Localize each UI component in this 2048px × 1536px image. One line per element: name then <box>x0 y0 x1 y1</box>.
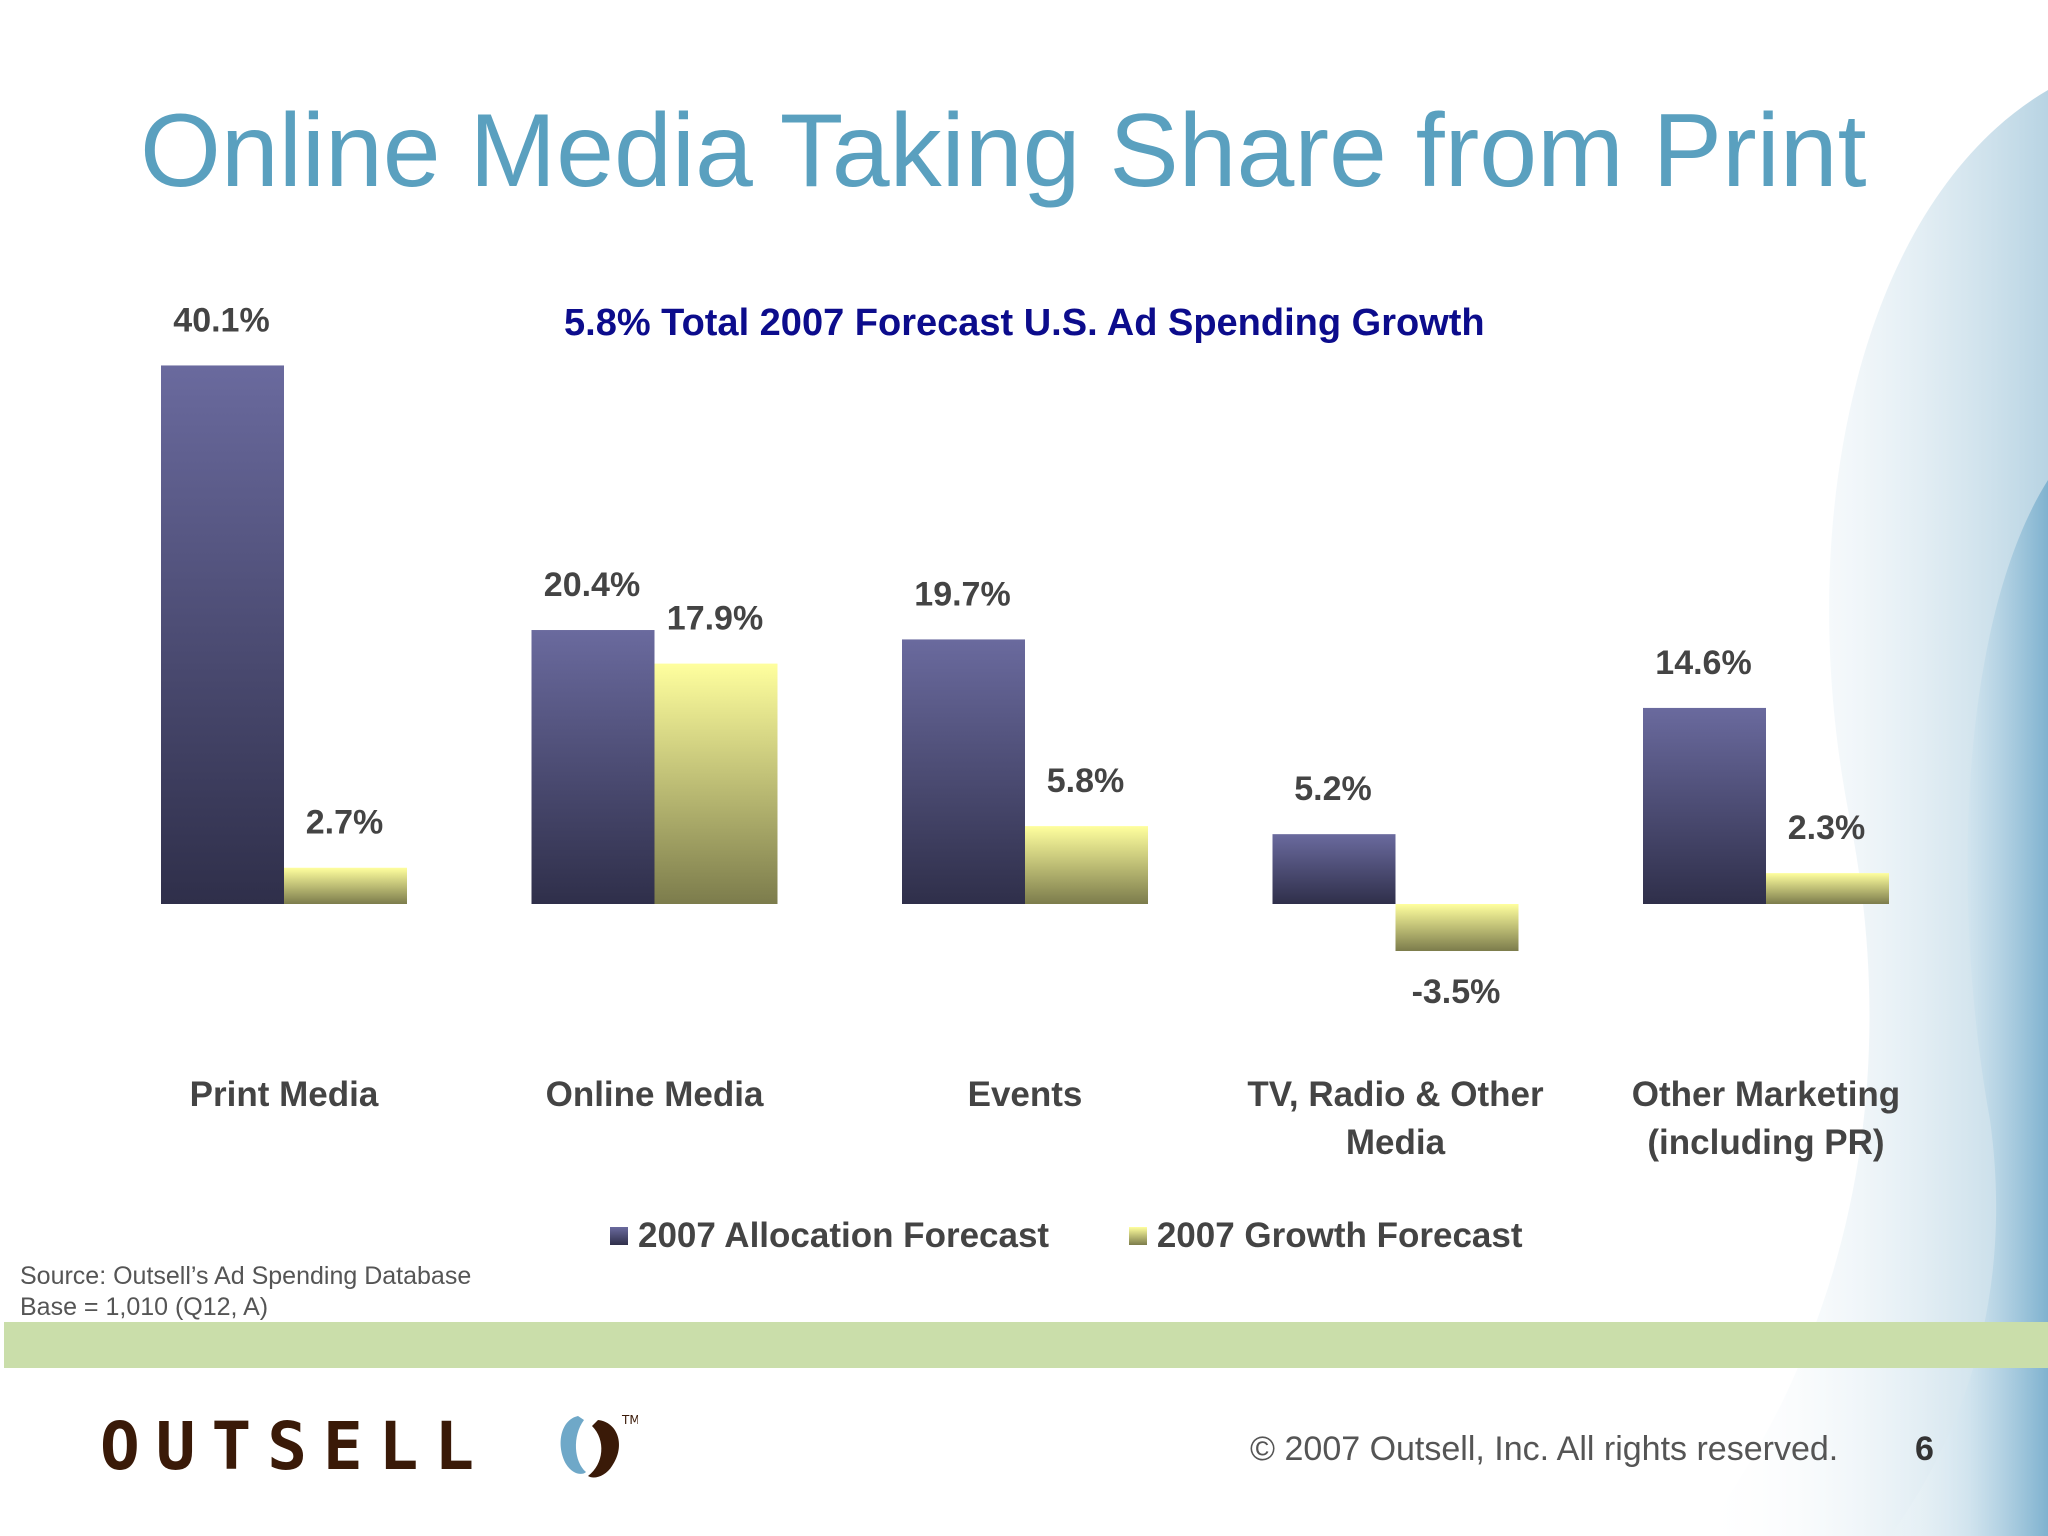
legend-label-growth: 2007 Growth Forecast <box>1156 1216 1523 1255</box>
category-label-2: Events <box>968 1075 1083 1114</box>
category-label-1: Online Media <box>546 1075 764 1114</box>
legend-item-allocation: 2007 Allocation Forecast <box>610 1216 1049 1256</box>
bar-growth-0 <box>284 867 407 904</box>
bar-allocation-0 <box>161 365 284 904</box>
footer-band <box>4 1322 2048 1368</box>
bar-allocation-1 <box>531 630 655 904</box>
page-number: 6 <box>1915 1430 1934 1468</box>
chart-legend: 2007 Allocation Forecast 2007 Growth For… <box>610 1216 1593 1256</box>
legend-label-allocation: 2007 Allocation Forecast <box>638 1216 1050 1255</box>
data-label-allocation-1: 20.4% <box>544 566 640 604</box>
bar-growth-1 <box>654 663 778 904</box>
source-line: Source: Outsell’s Ad Spending Database <box>20 1262 472 1290</box>
data-label-growth-2: 5.8% <box>1047 762 1125 800</box>
category-label-0: Print Media <box>190 1075 379 1114</box>
data-label-growth-1: 17.9% <box>667 600 763 638</box>
data-label-allocation-3: 5.2% <box>1294 770 1372 808</box>
base-line: Base = 1,010 (Q12, A) <box>20 1293 269 1321</box>
bar-allocation-4 <box>1643 707 1766 904</box>
category-label-3-line2: Media <box>1346 1123 1446 1162</box>
data-label-growth-3: -3.5% <box>1412 973 1501 1011</box>
bar-allocation-2 <box>902 639 1025 904</box>
bar-growth-2 <box>1025 826 1148 904</box>
chart-title: 5.8% Total 2007 Forecast U.S. Ad Spendin… <box>564 302 1485 344</box>
logo-wordmark: OUTSELL <box>100 1408 491 1485</box>
legend-swatch-allocation <box>610 1227 628 1245</box>
data-label-allocation-4: 14.6% <box>1655 644 1751 682</box>
slide-title: Online Media Taking Share from Print <box>140 93 1867 209</box>
data-label-growth-4: 2.3% <box>1788 809 1866 847</box>
outsell-logo: OUTSELL TM <box>100 1406 660 1486</box>
data-label-allocation-2: 19.7% <box>914 575 1010 613</box>
bar-growth-4 <box>1766 873 1889 904</box>
category-label-4: Other Marketing <box>1632 1075 1900 1114</box>
data-label-allocation-0: 40.1% <box>173 301 269 339</box>
bar-growth-3 <box>1395 904 1519 952</box>
source-note: Source: Outsell’s Ad Spending Database B… <box>20 1261 471 1323</box>
legend-swatch-growth <box>1128 1227 1147 1245</box>
data-label-growth-0: 2.7% <box>306 804 384 842</box>
logo-mark-icon: TM <box>560 1413 638 1478</box>
category-label-4-line2: (including PR) <box>1647 1123 1884 1162</box>
svg-text:TM: TM <box>621 1413 638 1427</box>
copyright: © 2007 Outsell, Inc. All rights reserved… <box>1250 1430 1839 1468</box>
category-label-3: TV, Radio & Other <box>1247 1075 1544 1114</box>
legend-item-growth: 2007 Growth Forecast <box>1128 1216 1523 1256</box>
bar-allocation-3 <box>1272 834 1396 904</box>
